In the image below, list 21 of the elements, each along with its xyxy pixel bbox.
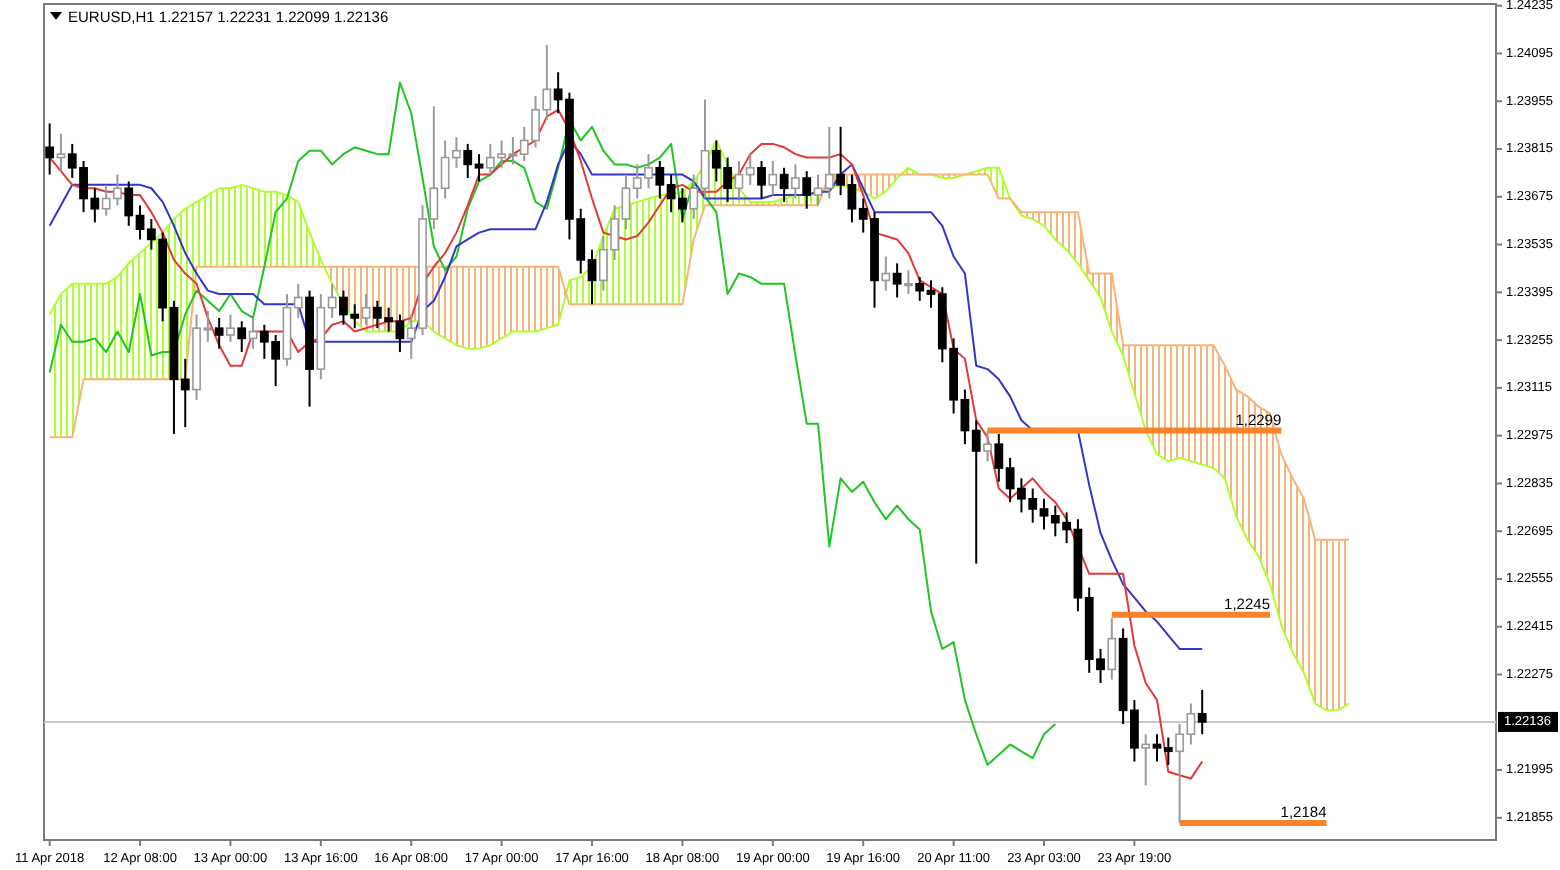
- candlestick: [892, 262, 902, 299]
- candlestick: [791, 163, 800, 200]
- candlestick: [56, 132, 66, 173]
- line-series: [48, 108, 1204, 780]
- candlestick: [1141, 733, 1151, 787]
- candlestick: [904, 269, 913, 296]
- candlestick: [802, 170, 812, 210]
- candlestick: [214, 316, 224, 350]
- candlestick: [768, 159, 778, 197]
- candlestick: [881, 255, 891, 292]
- candlestick: [1107, 617, 1117, 681]
- candlestick: [226, 313, 235, 343]
- candlestick: [1197, 688, 1207, 736]
- candlestick: [361, 293, 371, 326]
- line-series: [48, 173, 1351, 541]
- line-series: [48, 81, 1057, 766]
- candlestick: [45, 122, 55, 176]
- candlestick: [237, 320, 247, 354]
- candlestick: [779, 166, 789, 203]
- candlestick: [983, 429, 992, 463]
- candlestick: [757, 159, 766, 200]
